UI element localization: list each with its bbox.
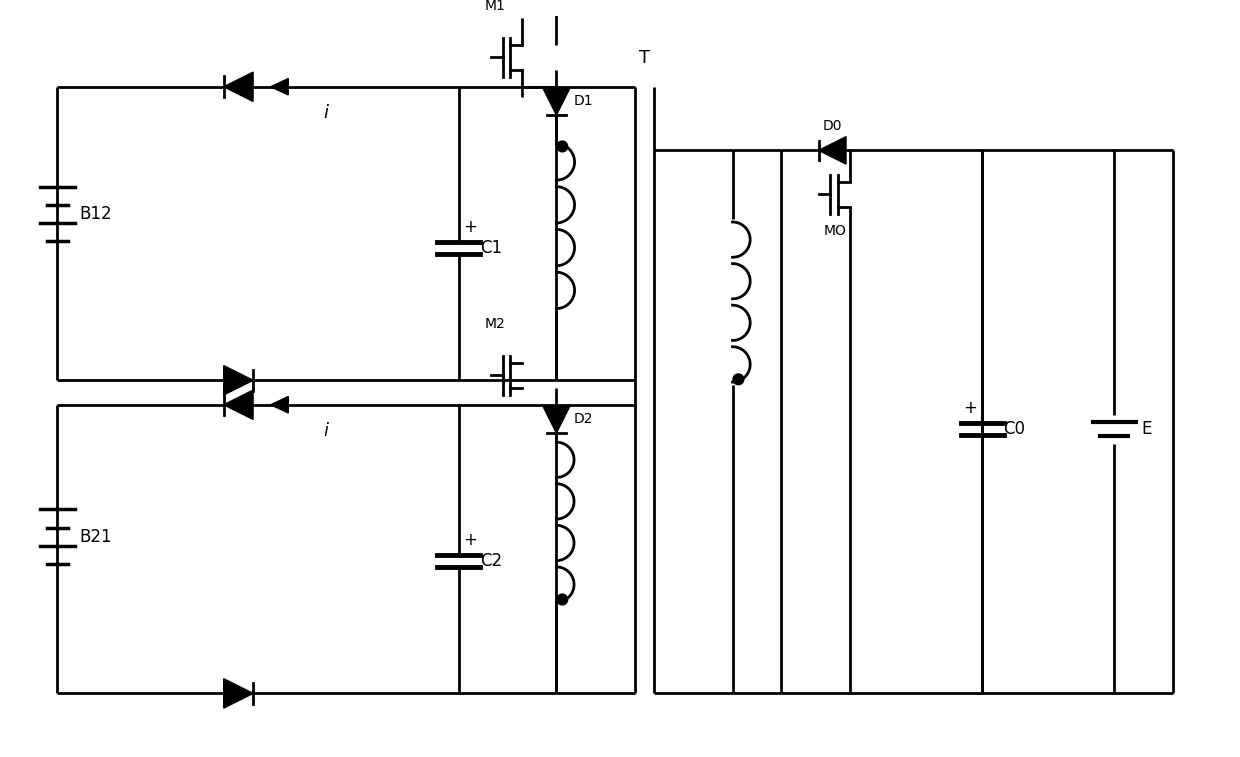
Text: C1: C1 bbox=[480, 239, 502, 257]
Text: +: + bbox=[963, 399, 977, 416]
Text: D0: D0 bbox=[822, 119, 842, 132]
Text: E: E bbox=[1142, 420, 1152, 438]
Text: +: + bbox=[464, 531, 477, 549]
Polygon shape bbox=[270, 397, 289, 413]
Text: M1: M1 bbox=[485, 0, 505, 14]
Text: $i$: $i$ bbox=[322, 104, 330, 123]
Text: D1: D1 bbox=[574, 95, 594, 108]
Text: M2: M2 bbox=[485, 317, 505, 332]
Circle shape bbox=[557, 594, 568, 605]
Circle shape bbox=[733, 374, 744, 385]
Text: B12: B12 bbox=[79, 205, 112, 223]
Polygon shape bbox=[818, 137, 846, 164]
Polygon shape bbox=[223, 390, 253, 419]
Text: T: T bbox=[639, 49, 650, 67]
Text: C0: C0 bbox=[1003, 420, 1025, 438]
Text: D2: D2 bbox=[574, 413, 594, 426]
Polygon shape bbox=[223, 366, 253, 395]
Text: C2: C2 bbox=[480, 553, 502, 570]
Polygon shape bbox=[223, 72, 253, 101]
Text: MO: MO bbox=[823, 224, 847, 238]
Polygon shape bbox=[543, 406, 570, 433]
Polygon shape bbox=[270, 79, 289, 95]
Text: $i$: $i$ bbox=[322, 422, 330, 441]
Polygon shape bbox=[543, 88, 570, 115]
Text: B21: B21 bbox=[79, 528, 112, 546]
Circle shape bbox=[557, 141, 568, 152]
Text: +: + bbox=[464, 218, 477, 235]
Polygon shape bbox=[223, 679, 253, 708]
